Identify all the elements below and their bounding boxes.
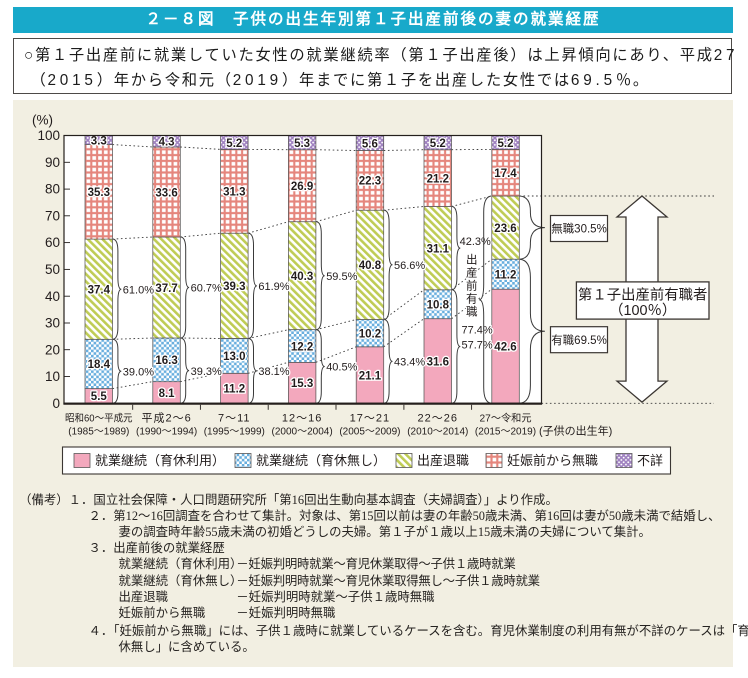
svg-text:50: 50 (45, 262, 60, 277)
svg-text:(1990～1994): (1990～1994) (136, 427, 197, 438)
svg-text:40.5%: 40.5% (326, 362, 357, 374)
svg-text:56.6%: 56.6% (394, 260, 425, 272)
svg-text:16.3: 16.3 (155, 355, 177, 367)
svg-text:10.8: 10.8 (427, 300, 450, 312)
svg-text:出産退職: 出産退職 (417, 453, 469, 468)
svg-text:就業継続（育休利用）: 就業継続（育休利用） (95, 453, 225, 468)
svg-text:18.4: 18.4 (88, 359, 111, 371)
svg-text:42.6: 42.6 (494, 342, 516, 354)
svg-text:27～令和元: 27～令和元 (480, 412, 532, 425)
svg-text:有職69.5%: 有職69.5% (551, 333, 607, 347)
svg-text:22.3: 22.3 (359, 176, 381, 188)
svg-text:13.0: 13.0 (223, 351, 245, 363)
svg-text:31.3: 31.3 (223, 187, 245, 199)
svg-text:昭和60～平成元: 昭和60～平成元 (65, 413, 133, 425)
svg-text:60: 60 (45, 235, 60, 250)
svg-text:妊娠前から無職: 妊娠前から無職 (507, 453, 598, 468)
svg-text:61.9%: 61.9% (258, 281, 289, 293)
svg-text:出: 出 (466, 253, 478, 267)
svg-text:70: 70 (45, 208, 60, 223)
svg-text:平成2～6: 平成2～6 (141, 412, 191, 425)
svg-text:31.6: 31.6 (427, 356, 449, 368)
svg-text:59.5%: 59.5% (326, 271, 357, 283)
svg-text:21.2: 21.2 (427, 173, 449, 185)
svg-text:第１子出産前有職者: 第１子出産前有職者 (578, 285, 708, 303)
svg-text:61.0%: 61.0% (123, 284, 154, 296)
svg-text:(%): (%) (32, 113, 53, 128)
svg-text:4.3: 4.3 (159, 137, 175, 149)
svg-text:37.7: 37.7 (155, 283, 177, 295)
svg-text:80: 80 (45, 182, 60, 197)
svg-text:10: 10 (45, 369, 60, 384)
svg-text:57.7%: 57.7% (462, 340, 493, 352)
svg-text:43.4%: 43.4% (394, 357, 425, 369)
svg-text:(1985～1989): (1985～1989) (68, 427, 129, 438)
svg-text:39.0%: 39.0% (123, 367, 154, 379)
svg-text:5.2: 5.2 (498, 138, 514, 150)
svg-text:60.7%: 60.7% (191, 283, 222, 295)
svg-text:就業継続（育休無し）: 就業継続（育休無し） (256, 453, 386, 468)
svg-text:5.2: 5.2 (226, 138, 242, 150)
svg-text:15.3: 15.3 (291, 378, 313, 390)
svg-text:40.3: 40.3 (291, 271, 313, 283)
svg-text:不詳: 不詳 (637, 453, 663, 468)
svg-text:40.8: 40.8 (359, 260, 382, 272)
svg-text:8.1: 8.1 (159, 388, 176, 400)
svg-text:(2015～2019): (2015～2019) (475, 427, 536, 438)
svg-text:職: 職 (466, 306, 478, 319)
svg-text:5.6: 5.6 (362, 138, 378, 150)
svg-text:77.4%: 77.4% (462, 325, 493, 337)
svg-text:31.1: 31.1 (427, 243, 450, 255)
svg-text:(2010～2014): (2010～2014) (407, 427, 468, 438)
svg-text:39.3: 39.3 (223, 281, 245, 293)
svg-text:22～26: 22～26 (418, 413, 458, 425)
svg-text:26.9: 26.9 (291, 181, 313, 193)
svg-text:7～11: 7～11 (218, 413, 251, 425)
svg-text:90: 90 (45, 155, 60, 170)
svg-text:30: 30 (45, 316, 60, 331)
svg-text:42.3%: 42.3% (460, 236, 491, 248)
svg-text:（100％）: （100％） (609, 302, 676, 319)
svg-text:無職30.5%: 無職30.5% (551, 222, 607, 236)
svg-text:100: 100 (37, 128, 60, 143)
svg-text:35.3: 35.3 (88, 187, 110, 199)
svg-text:産: 産 (466, 266, 478, 280)
svg-text:11.2: 11.2 (223, 384, 245, 396)
svg-text:38.1%: 38.1% (258, 366, 289, 378)
svg-text:17～21: 17～21 (350, 413, 390, 425)
svg-text:39.3%: 39.3% (191, 366, 222, 378)
svg-text:5.2: 5.2 (430, 138, 446, 150)
svg-text:3.3: 3.3 (91, 135, 107, 147)
svg-text:前: 前 (466, 279, 478, 293)
svg-text:40: 40 (45, 289, 60, 304)
svg-text:20: 20 (45, 342, 60, 357)
svg-text:5.5: 5.5 (91, 391, 108, 403)
svg-text:5.3: 5.3 (294, 138, 310, 150)
svg-text:(子供の出生年): (子供の出生年) (539, 424, 612, 438)
svg-text:有: 有 (466, 292, 478, 306)
svg-text:37.4: 37.4 (88, 285, 111, 297)
svg-text:17.4: 17.4 (494, 168, 517, 180)
svg-text:12.2: 12.2 (291, 341, 313, 353)
svg-text:11.2: 11.2 (495, 270, 517, 282)
svg-text:21.1: 21.1 (359, 370, 382, 382)
svg-text:23.6: 23.6 (494, 223, 516, 235)
svg-text:0: 0 (52, 396, 60, 411)
svg-text:(2000～2004): (2000～2004) (272, 427, 333, 438)
svg-text:(2005～2009): (2005～2009) (339, 427, 400, 438)
svg-text:10.2: 10.2 (359, 328, 381, 340)
svg-text:33.6: 33.6 (155, 187, 177, 199)
svg-text:12～16: 12～16 (282, 413, 322, 425)
svg-text:(1995～1999): (1995～1999) (204, 427, 265, 438)
